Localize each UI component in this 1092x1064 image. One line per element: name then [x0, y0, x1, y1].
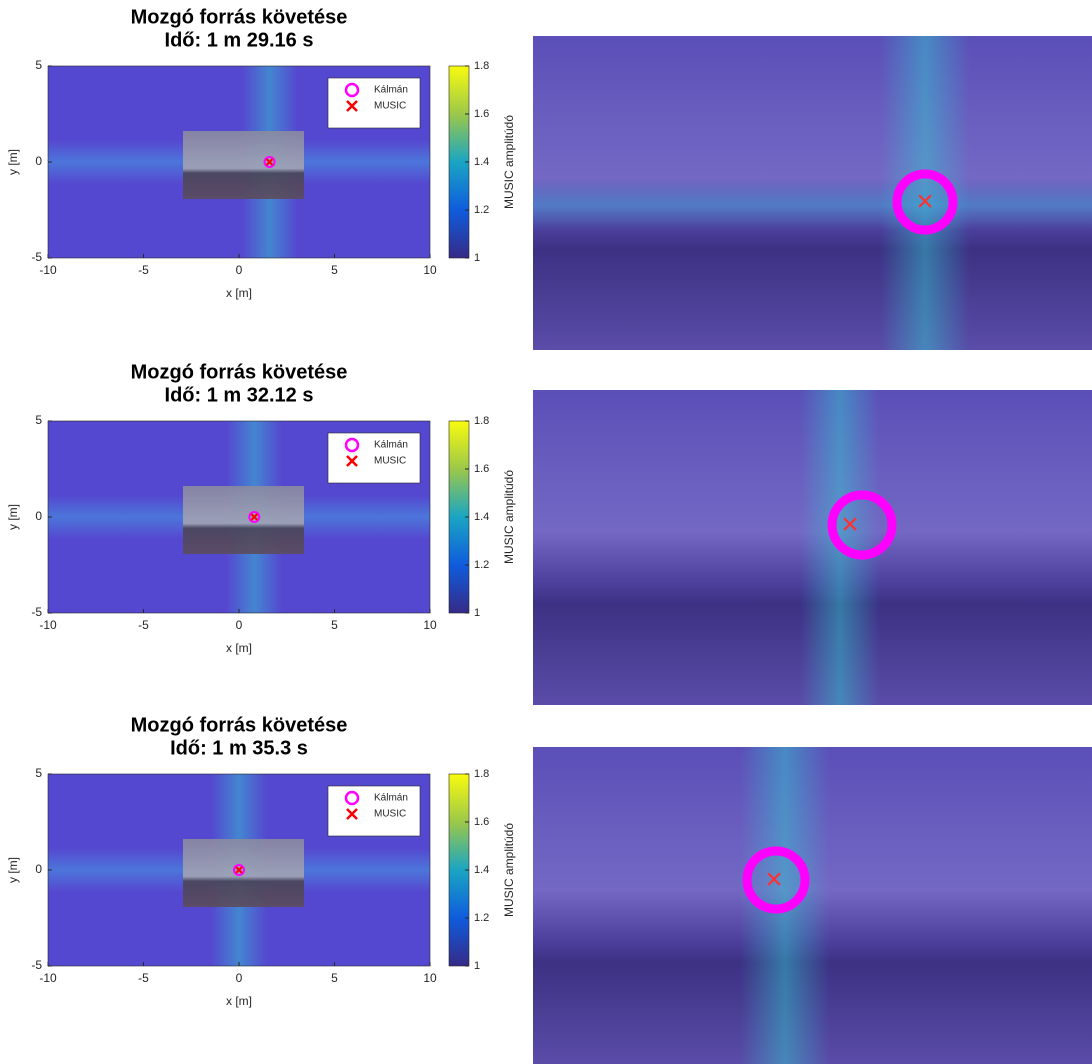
chart-title: Idő: 1 m 29.16 s	[165, 29, 314, 51]
colorbar-tick-label: 1	[474, 252, 480, 264]
x-tick-label: -5	[138, 618, 149, 632]
y-axis-label: y [m]	[6, 504, 20, 530]
colorbar-tick-label: 1.8	[474, 415, 489, 427]
inset-photo	[183, 131, 304, 199]
chart-title: Mozgó forrás követése	[131, 361, 348, 383]
x-axis-label: x [m]	[226, 286, 252, 300]
y-tick-label: 5	[35, 58, 42, 72]
photo: ×	[533, 390, 1092, 705]
colorbar-tick-label: 1.2	[474, 912, 489, 924]
colorbar-tick-label: 1.8	[474, 768, 489, 780]
colorbar-tick-label: 1.4	[474, 864, 489, 876]
x-tick-label: 5	[331, 618, 338, 632]
photo: ×	[533, 747, 1092, 1064]
colorbar-tick-label: 1.4	[474, 156, 489, 168]
x-axis-label: x [m]	[226, 641, 252, 655]
y-tick-label: -5	[31, 250, 42, 264]
x-tick-label: -10	[39, 618, 57, 632]
x-tick-label: 10	[423, 971, 437, 985]
colorbar-tick-label: 1.2	[474, 204, 489, 216]
y-tick-label: 5	[35, 766, 42, 780]
y-axis-label: y [m]	[6, 857, 20, 883]
colorbar-tick-label: 1.6	[474, 816, 489, 828]
inset-photo	[183, 486, 304, 554]
x-tick-label: 0	[236, 971, 243, 985]
y-tick-label: 5	[35, 413, 42, 427]
x-tick-label: 10	[423, 618, 437, 632]
svg-text:×: ×	[916, 185, 934, 218]
x-tick-label: 5	[331, 971, 338, 985]
colorbar-tick-label: 1.2	[474, 559, 489, 571]
colorbar-tick-label: 1	[474, 607, 480, 619]
legend-label: Kálmán	[374, 440, 408, 451]
x-tick-label: 10	[423, 263, 437, 277]
colorbar-label: MUSIC amplitúdó	[502, 823, 516, 917]
legend-label: Kálmán	[374, 793, 408, 804]
colorbar-label: MUSIC amplitúdó	[502, 470, 516, 564]
colorbar-tick-label: 1.6	[474, 108, 489, 120]
x-tick-label: -5	[138, 263, 149, 277]
y-tick-label: 0	[35, 509, 42, 523]
x-tick-label: 5	[331, 263, 338, 277]
x-tick-label: -5	[138, 971, 149, 985]
chart-title: Idő: 1 m 32.12 s	[165, 384, 314, 406]
photo: ×	[533, 36, 1092, 350]
x-axis-label: x [m]	[226, 994, 252, 1008]
colorbar-tick-label: 1.8	[474, 60, 489, 72]
x-tick-label: 0	[236, 263, 243, 277]
legend-label: MUSIC	[374, 456, 406, 467]
y-axis-label: y [m]	[6, 149, 20, 175]
svg-text:×: ×	[765, 863, 783, 896]
y-tick-label: -5	[31, 958, 42, 972]
y-tick-label: -5	[31, 605, 42, 619]
chart-title: Mozgó forrás követése	[131, 714, 348, 736]
chart-title: Mozgó forrás követése	[131, 6, 348, 28]
y-tick-label: 0	[35, 862, 42, 876]
chart-title: Idő: 1 m 35.3 s	[170, 737, 308, 759]
x-tick-label: 0	[236, 618, 243, 632]
legend-label: Kálmán	[374, 85, 408, 96]
x-tick-label: -10	[39, 971, 57, 985]
colorbar-label: MUSIC amplitúdó	[502, 115, 516, 209]
y-tick-label: 0	[35, 154, 42, 168]
legend-label: MUSIC	[374, 809, 406, 820]
svg-text:×: ×	[841, 508, 859, 541]
legend-label: MUSIC	[374, 101, 406, 112]
colorbar-tick-label: 1.6	[474, 463, 489, 475]
x-tick-label: -10	[39, 263, 57, 277]
figure: × × × Mozgó forrás követéseIdő: 1 m 29.1…	[0, 0, 1092, 1064]
colorbar-tick-label: 1	[474, 960, 480, 972]
colorbar-tick-label: 1.4	[474, 511, 489, 523]
